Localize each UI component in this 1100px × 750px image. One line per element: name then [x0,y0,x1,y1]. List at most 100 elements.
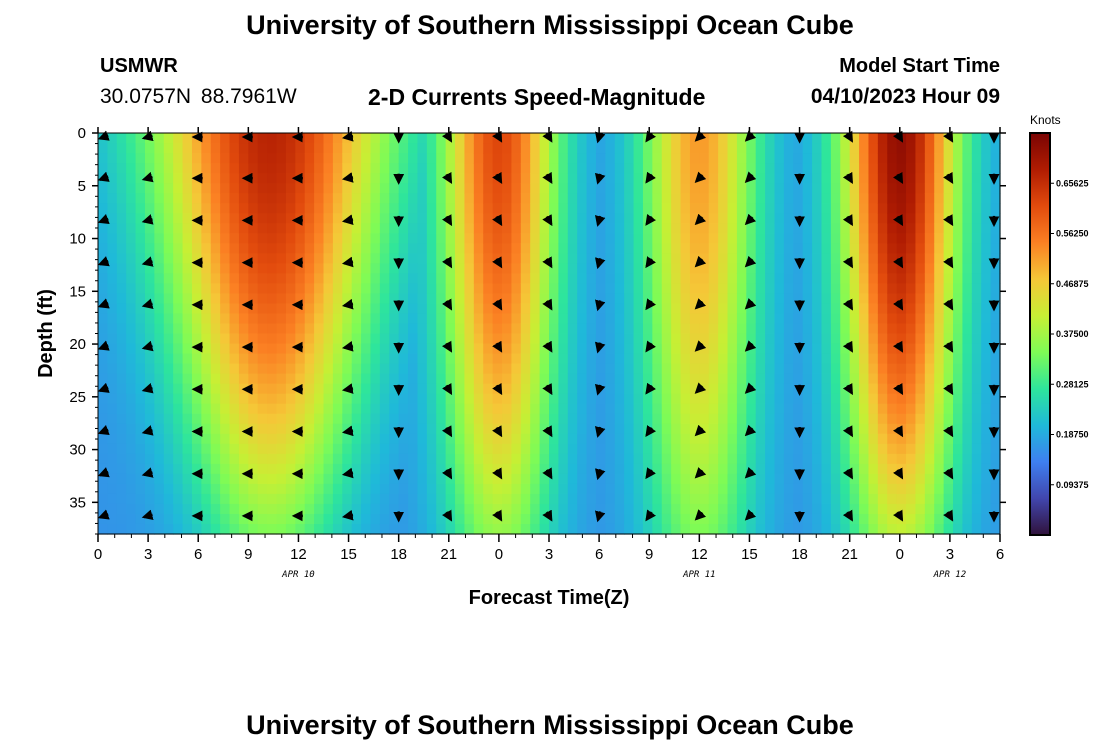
heatmap-cell [163,433,174,445]
current-arrow [97,256,110,267]
heatmap-cell [924,383,935,395]
heatmap-cell [398,473,409,485]
heatmap-cell [473,373,484,385]
heatmap-cell [483,313,494,325]
heatmap-cell [812,433,823,445]
current-arrow [744,298,757,310]
heatmap-cell [370,253,381,264]
heatmap-cell [906,383,917,395]
heatmap-cell [736,413,747,425]
heatmap-cell [849,473,860,485]
heatmap-cell [445,373,456,385]
heatmap-cell [633,473,644,485]
current-arrow [943,130,954,143]
heatmap-cell [689,433,700,445]
heatmap-cell [699,353,710,365]
heatmap-cell [351,243,362,254]
heatmap-cell [370,183,381,194]
heatmap-cell [981,253,992,264]
heatmap-cell [201,163,212,174]
heatmap-cell [774,163,785,174]
current-arrow [97,213,110,225]
heatmap-cell [304,403,315,415]
heatmap-cell [887,323,898,335]
heatmap-cell [173,143,184,154]
heatmap-cell [342,483,353,495]
heatmap-cell [295,323,306,335]
heatmap-cell [783,253,794,264]
heatmap-cell [605,513,616,525]
heatmap-cell [455,433,466,445]
heatmap-cell [229,303,240,315]
heatmap-cell [370,283,381,295]
heatmap-cell [464,503,475,515]
heatmap-cell [699,153,710,164]
heatmap-cell [868,353,879,365]
heatmap-cell [549,423,559,435]
heatmap-cell [502,243,513,254]
heatmap-cell [229,173,240,184]
heatmap-cell [473,233,484,244]
heatmap-cell [314,243,325,254]
current-arrow [645,171,656,184]
heatmap-cell [445,273,456,284]
heatmap-cell [840,473,851,485]
heatmap-cell [379,293,390,305]
heatmap-cell [455,373,466,385]
heatmap-cell [201,213,212,224]
heatmap-cell [107,393,118,405]
heatmap-cell [126,493,137,505]
heatmap-cell [135,393,146,405]
heatmap-cell [276,383,287,395]
heatmap-cell [323,513,334,525]
heatmap-cell [755,413,766,425]
heatmap-cell [332,393,343,405]
heatmap-cell [436,163,447,174]
heatmap-cell [154,173,165,184]
heatmap-cell [774,373,785,385]
heatmap-cell [483,153,494,164]
heatmap-cell [990,273,1001,284]
heatmap-cell [492,503,503,515]
heatmap-cell [868,133,879,144]
heatmap-cell [417,393,428,405]
heatmap-cell [549,273,559,284]
heatmap-cell [765,523,776,535]
heatmap-cell [539,193,550,204]
heatmap-cell [248,193,259,204]
heatmap-cell [661,223,672,234]
heatmap-cell [257,273,268,284]
heatmap-cell [990,143,1001,154]
heatmap-cell [877,283,888,295]
heatmap-cell [783,343,794,355]
heatmap-cell [708,283,719,295]
heatmap-cell [924,173,935,184]
heatmap-cell [267,293,278,305]
heatmap-cell [116,143,127,154]
heatmap-cell [182,243,193,254]
heatmap-cell [417,153,428,164]
current-arrow [893,298,904,311]
heatmap-cell [408,183,419,194]
heatmap-cell [436,213,447,224]
heatmap-cell [530,193,541,204]
heatmap-cell [962,243,973,254]
heatmap-cell [483,513,494,525]
heatmap-cell [765,163,776,174]
heatmap-cell [614,193,625,204]
heatmap-cell [765,233,776,244]
heatmap-cell [379,343,390,355]
heatmap-cell [238,273,249,284]
heatmap-cell [135,243,146,254]
heatmap-cell [361,443,372,455]
heatmap-cell [314,173,325,184]
heatmap-cell [755,243,766,254]
heatmap-cell [859,263,870,274]
heatmap-cell [793,173,804,184]
heatmap-cell [276,223,287,234]
heatmap-cell [812,413,823,425]
heatmap-cell [107,283,118,295]
heatmap-cell [586,483,597,495]
heatmap-cell [830,513,841,525]
heatmap-cell [736,483,747,495]
